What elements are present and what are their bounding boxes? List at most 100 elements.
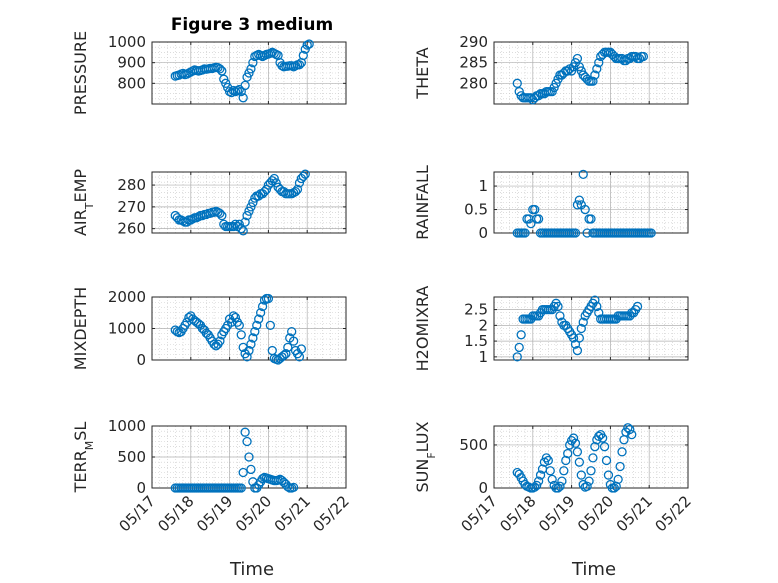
y-axis-label: THETA <box>413 47 432 99</box>
data-point <box>288 336 299 346</box>
data-point <box>576 323 586 334</box>
y-tick-label: 500 <box>117 448 146 466</box>
data-point <box>533 214 544 224</box>
axes-box <box>151 171 347 234</box>
data-point <box>236 330 246 340</box>
data-point <box>526 218 536 229</box>
y-axis-label: SUNFLUX <box>413 421 438 492</box>
data-point <box>627 429 637 440</box>
series-air_temp <box>170 169 310 236</box>
data-point <box>609 483 619 493</box>
data-point <box>294 60 305 70</box>
data-point <box>230 219 241 229</box>
data-point <box>625 424 635 435</box>
data-point <box>582 481 592 491</box>
y-tick-label: 0 <box>136 351 146 369</box>
data-point <box>613 474 623 485</box>
data-point <box>570 438 581 448</box>
data-point <box>242 352 252 362</box>
x-tick-label: 05/18 <box>154 492 197 535</box>
data-point <box>246 339 256 349</box>
data-point <box>512 352 522 362</box>
y-tick-label: 0.5 <box>464 201 488 219</box>
data-point <box>590 70 600 80</box>
data-point <box>240 427 250 437</box>
panel-h2omixra: 11.522.5 H2OMIXRA <box>413 286 689 371</box>
data-point <box>572 345 583 356</box>
data-point <box>592 301 602 312</box>
data-point <box>234 320 244 331</box>
y-tick-label: 1.5 <box>464 332 488 350</box>
data-point <box>236 483 246 493</box>
data-point <box>617 447 627 457</box>
y-tick-label: 0 <box>478 479 488 497</box>
y-axis-label: TERRMSL <box>71 422 96 494</box>
panel-pressure: 800 900 1000 PRESSURE <box>71 31 347 115</box>
data-point <box>296 344 307 354</box>
y-tick-label: 290 <box>459 33 488 51</box>
data-point <box>215 64 225 74</box>
data-point <box>246 64 256 74</box>
data-point <box>553 483 563 493</box>
series-rainfall <box>512 169 656 238</box>
data-point <box>530 204 540 215</box>
y-tick-label: 0 <box>478 224 488 242</box>
data-point <box>298 171 308 182</box>
data-point <box>281 349 291 359</box>
data-point <box>279 350 289 360</box>
data-point <box>292 184 303 195</box>
data-point <box>615 461 625 472</box>
data-point <box>578 317 588 327</box>
data-point <box>632 301 643 312</box>
data-point <box>217 210 227 221</box>
data-point <box>563 448 573 459</box>
y-axis-label: PRESSURE <box>71 31 90 115</box>
axes-box <box>493 296 689 361</box>
y-tick-label: 280 <box>459 74 488 92</box>
data-point <box>592 64 602 74</box>
data-point <box>244 452 254 462</box>
x-tick-label: 05/21 <box>271 492 314 535</box>
data-point <box>265 320 275 331</box>
panel-air_temp: 260 270 280 AIRTEMP <box>71 169 347 238</box>
y-tick-label: 900 <box>117 54 146 72</box>
data-point <box>597 433 608 443</box>
series-h2omixra <box>512 295 643 362</box>
data-point <box>586 466 596 476</box>
series-mixdepth <box>170 293 307 365</box>
panel-theta: 280 285 290 THETA <box>413 33 689 105</box>
data-point <box>557 476 567 486</box>
data-point <box>532 480 542 491</box>
data-point <box>533 476 544 486</box>
y-tick-label: 2 <box>478 316 488 334</box>
data-point <box>535 470 546 480</box>
data-point <box>246 464 256 475</box>
chart-title: Figure 3 medium <box>171 15 333 35</box>
data-point <box>250 326 260 337</box>
data-point <box>601 455 612 466</box>
data-point <box>283 482 293 492</box>
data-point <box>572 200 583 210</box>
x-tick-label: 05/20 <box>574 492 617 535</box>
data-point <box>304 39 314 49</box>
x-tick-label: 05/18 <box>496 492 539 535</box>
data-point <box>240 80 250 91</box>
data-point <box>244 345 254 356</box>
data-point <box>574 333 585 343</box>
x-axis-label-left: Time <box>229 559 274 580</box>
series-pressure <box>170 39 314 103</box>
y-tick-label: 260 <box>117 220 146 238</box>
data-point <box>255 308 266 318</box>
data-point <box>217 66 227 76</box>
data-point <box>244 206 254 216</box>
panel-sun_flux: 0 500 SUNFLUX 05/1705/1805/1905/2005/2105/2… <box>413 421 695 535</box>
data-point <box>588 453 598 463</box>
data-point <box>512 78 522 88</box>
y-tick-label: 1000 <box>108 417 146 435</box>
x-tick-label: 05/22 <box>652 492 695 535</box>
data-point <box>572 447 583 457</box>
y-tick-label: 1 <box>478 348 488 366</box>
x-tick-label: 05/17 <box>116 492 159 535</box>
data-point <box>580 204 590 215</box>
data-point <box>572 53 583 64</box>
